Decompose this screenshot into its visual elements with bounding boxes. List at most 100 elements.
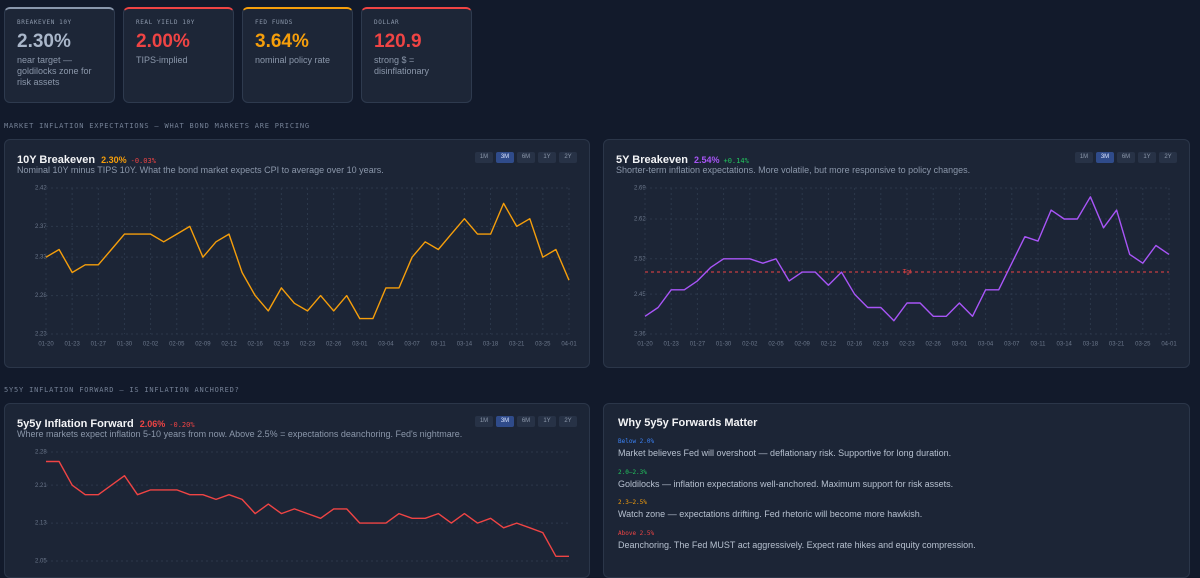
info-item-label: Below 2.0% bbox=[618, 438, 655, 445]
y-tick-label: 2.21 bbox=[35, 483, 47, 489]
x-tick-label: 03-04 bbox=[978, 342, 994, 348]
x-tick-label: 01-27 bbox=[690, 342, 706, 348]
x-tick-label: 02-02 bbox=[742, 342, 758, 348]
info-item-text: Deanchoring. The Fed MUST act aggressive… bbox=[618, 539, 976, 550]
x-tick-label: 02-26 bbox=[926, 342, 942, 348]
info-title: Why 5y5y Forwards Matter bbox=[618, 417, 758, 429]
chart: 2.23 2.28 2.33 2.37 2.42 01-20 01-23 01-27 01-30… bbox=[35, 186, 577, 348]
y-tick-label: 2.33 bbox=[35, 255, 47, 261]
info-item-label: Above 2.5% bbox=[618, 529, 655, 537]
section-label: 5Y5Y INFLATION FORWARD — IS INFLATION AN… bbox=[4, 386, 240, 394]
chart: 2.36 2.45 2.53 2.62 2.69 01-20 01-23 01-27 01-30… bbox=[634, 186, 1177, 348]
range-button[interactable]: 2Y bbox=[559, 416, 577, 427]
x-tick-label: 03-07 bbox=[1004, 342, 1020, 348]
y-tick-label: 2.69 bbox=[634, 186, 646, 192]
metric-card: REAL YIELD 10Y 2.00% TIPS-implied bbox=[123, 7, 234, 103]
x-tick-label: 03-25 bbox=[535, 342, 551, 348]
data-line bbox=[644, 196, 1170, 322]
x-tick-label: 03-21 bbox=[1109, 342, 1125, 348]
range-button[interactable]: 2Y bbox=[1159, 152, 1177, 163]
card-value: 120.9 bbox=[374, 31, 422, 52]
data-line bbox=[46, 460, 569, 557]
card-label: BREAKEVEN 10Y bbox=[17, 19, 72, 26]
x-tick-label: 02-16 bbox=[847, 342, 863, 348]
y-tick-label: 2.62 bbox=[634, 217, 646, 223]
x-tick-label: 02-12 bbox=[221, 342, 237, 348]
section-label: MARKET INFLATION EXPECTATIONS — WHAT BON… bbox=[4, 122, 310, 130]
chart-change: +0.14% bbox=[723, 157, 749, 165]
metric-card: DOLLAR 120.9 strong $ = disinflationary bbox=[361, 7, 472, 103]
info-panel: Why 5y5y Forwards Matter Below 2.0% Market… bbox=[603, 403, 1190, 578]
x-tick-label: 03-14 bbox=[1057, 342, 1073, 348]
x-tick-label: 02-12 bbox=[821, 342, 837, 348]
info-item-text: Goldilocks — inflation expectations well… bbox=[618, 478, 954, 489]
y-tick-label: 2.36 bbox=[634, 332, 646, 338]
x-tick-label: 03-07 bbox=[404, 342, 420, 348]
x-tick-label: 02-19 bbox=[274, 342, 290, 348]
range-buttons: 1M 3M 6M 1Y 2Y bbox=[1075, 152, 1177, 163]
y-tick-label: 2.53 bbox=[634, 256, 646, 262]
range-button[interactable]: 1M bbox=[1075, 152, 1093, 163]
chart-subtitle: Nominal 10Y minus TIPS 10Y. What the bon… bbox=[17, 165, 384, 175]
range-button[interactable]: 3M bbox=[1096, 152, 1114, 163]
chart-header: 5y5y Inflation Forward 2.06% -0.20% bbox=[17, 414, 195, 432]
chart: 2.05 2.13 2.21 2.28 bbox=[35, 450, 569, 565]
x-tick-label: 04-01 bbox=[1161, 342, 1177, 348]
range-button[interactable]: 1M bbox=[475, 416, 493, 427]
x-tick-label: 02-26 bbox=[326, 342, 342, 348]
chart-panel: 2.36 2.45 2.53 2.62 2.69 01-20 01-23 01-27 01-30… bbox=[603, 139, 1190, 368]
card-label: FED FUNDS bbox=[255, 19, 293, 26]
chart-subtitle: Where markets expect inflation 5-10 year… bbox=[17, 429, 463, 439]
range-buttons: 1M 3M 6M 1Y 2Y bbox=[475, 416, 577, 427]
y-tick-label: 2.28 bbox=[35, 293, 47, 299]
range-button[interactable]: 6M bbox=[1117, 152, 1135, 163]
range-button[interactable]: 3M bbox=[496, 152, 514, 163]
x-tick-label: 02-23 bbox=[899, 342, 915, 348]
x-tick-label: 02-16 bbox=[248, 342, 264, 348]
y-tick-label: 2.23 bbox=[35, 332, 47, 338]
card-note: strong $ = disinflationary bbox=[374, 55, 430, 76]
range-button[interactable]: 1M bbox=[475, 152, 493, 163]
chart-title: 5Y Breakeven bbox=[616, 154, 688, 166]
chart-panel: 2.05 2.13 2.21 2.28 5y5y Inflation Forward 2.… bbox=[4, 403, 590, 578]
x-tick-label: 01-30 bbox=[716, 342, 732, 348]
info-item: Above 2.5% Deanchoring. The Fed MUST act … bbox=[618, 530, 976, 550]
card-value: 3.64% bbox=[255, 31, 309, 52]
metric-card: BREAKEVEN 10Y 2.30% near target — goldiloc… bbox=[4, 7, 115, 103]
chart-header: 10Y Breakeven 2.30% -0.03% bbox=[17, 150, 156, 168]
chart-change: -0.03% bbox=[130, 157, 156, 165]
range-button[interactable]: 6M bbox=[517, 152, 535, 163]
info-item: Below 2.0% Market believes Fed will overs… bbox=[618, 438, 951, 458]
chart-value: 2.54% bbox=[693, 155, 720, 165]
y-tick-label: 2.45 bbox=[634, 292, 646, 298]
chart-header: 5Y Breakeven 2.54% +0.14% bbox=[616, 150, 749, 168]
x-tick-label: 02-09 bbox=[795, 342, 811, 348]
x-tick-label: 03-18 bbox=[1083, 342, 1099, 348]
info-item-text: Watch zone — expectations drifting. Fed … bbox=[618, 509, 923, 519]
range-button[interactable]: 6M bbox=[517, 416, 535, 427]
chart-subtitle: Shorter-term inflation expectations. Mor… bbox=[616, 165, 971, 175]
chart-title: 10Y Breakeven bbox=[17, 154, 96, 166]
metric-card: FED FUNDS 3.64% nominal policy rate bbox=[242, 7, 353, 103]
x-tick-label: 01-20 bbox=[38, 342, 54, 348]
x-tick-label: 02-09 bbox=[195, 342, 211, 348]
range-button[interactable]: 1Y bbox=[538, 152, 556, 163]
card-label: DOLLAR bbox=[374, 19, 400, 26]
x-tick-label: 01-20 bbox=[637, 342, 653, 348]
range-button[interactable]: 2Y bbox=[559, 152, 577, 163]
x-tick-label: 02-02 bbox=[143, 342, 159, 348]
chart-panel: 2.23 2.28 2.33 2.37 2.42 01-20 01-23 01-27 01-30… bbox=[4, 139, 590, 368]
dashboard: BREAKEVEN 10Y 2.30% near target — goldiloc… bbox=[4, 7, 1190, 578]
info-item-text: Market believes Fed will overshoot — def… bbox=[618, 448, 952, 458]
card-value: 2.00% bbox=[136, 31, 190, 52]
x-tick-label: 02-05 bbox=[169, 342, 185, 348]
x-tick-label: 02-05 bbox=[768, 342, 784, 348]
range-button[interactable]: 3M bbox=[496, 416, 514, 427]
range-button[interactable]: 1Y bbox=[538, 416, 556, 427]
card-note: TIPS-implied bbox=[136, 55, 188, 65]
y-tick-label: 2.13 bbox=[35, 521, 47, 527]
y-tick-label: 2.37 bbox=[35, 224, 47, 230]
range-button[interactable]: 1Y bbox=[1138, 152, 1156, 163]
chart-change: -0.20% bbox=[169, 421, 195, 429]
x-tick-label: 03-14 bbox=[457, 342, 473, 348]
